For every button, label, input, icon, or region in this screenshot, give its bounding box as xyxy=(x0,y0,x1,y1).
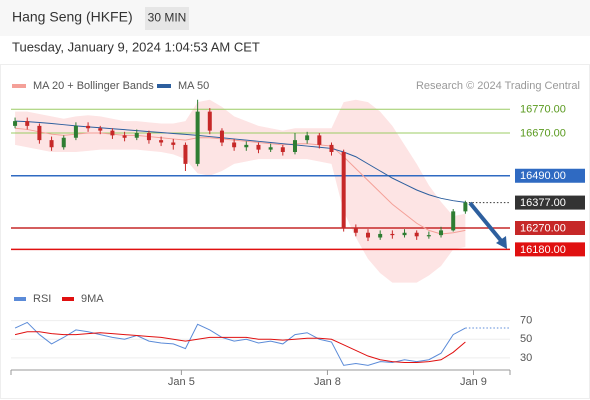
legend-swatch xyxy=(157,84,171,88)
candle-body xyxy=(329,144,334,152)
candle-body xyxy=(134,133,139,138)
legend-label: RSI xyxy=(33,293,51,305)
candle-body xyxy=(159,140,164,143)
header-bar xyxy=(0,0,590,36)
candle-body xyxy=(207,111,212,131)
candle-body xyxy=(292,140,297,152)
level-label: 16180.00 xyxy=(520,244,566,256)
candle-body xyxy=(439,230,444,236)
candle-body xyxy=(378,233,383,238)
x-tick-label: Jan 9 xyxy=(460,376,487,388)
candle-body xyxy=(317,135,322,145)
candle-body xyxy=(268,147,273,150)
legend-swatch xyxy=(14,297,26,301)
candle-body xyxy=(146,133,151,141)
legend-label: MA 20 + Bollinger Bands xyxy=(33,80,154,92)
level-label-box xyxy=(515,168,585,183)
x-tick-label: Jan 5 xyxy=(168,376,195,388)
candle-body xyxy=(426,235,431,237)
level-label-box xyxy=(515,195,585,210)
candle-body xyxy=(402,232,407,236)
candle-body xyxy=(73,125,78,138)
level-label: 16670.00 xyxy=(520,127,566,139)
level-label-box xyxy=(515,242,585,257)
legend-swatch xyxy=(12,84,26,88)
interval[interactable]: 30 MIN xyxy=(148,11,187,25)
candle-body xyxy=(183,144,188,164)
candle-body xyxy=(98,128,103,131)
candle-body xyxy=(280,147,285,152)
ma-line xyxy=(15,127,466,235)
level-label: 16377.00 xyxy=(520,197,566,209)
candle-body xyxy=(195,111,200,164)
candle-body xyxy=(61,137,66,148)
legend-label: MA 50 xyxy=(178,80,209,92)
candle-body xyxy=(232,142,237,148)
rsi-tick-label: 30 xyxy=(520,352,532,364)
level-label: 16490.00 xyxy=(520,170,566,182)
candle-body xyxy=(49,140,54,148)
level-label-box xyxy=(515,221,585,235)
candle-body xyxy=(451,211,456,231)
candle-body xyxy=(256,144,261,150)
candle-body xyxy=(13,121,18,126)
candle-body xyxy=(305,135,310,141)
candle-body xyxy=(110,130,115,136)
copyright: Research © 2024 Trading Central xyxy=(416,80,580,92)
forecast-arrow-head xyxy=(496,236,507,249)
subtitle: Tuesday, January 9, 2024 1:04:53 AM CET xyxy=(12,39,260,54)
x-tick-label: Jan 8 xyxy=(314,376,341,388)
candle-body xyxy=(86,125,91,129)
candle-body xyxy=(25,121,30,126)
candle-body xyxy=(414,232,419,237)
candle-body xyxy=(366,232,371,238)
chart-title: Hang Seng (HKFE) xyxy=(12,9,133,25)
candle-body xyxy=(219,130,224,143)
ma-line xyxy=(15,120,466,203)
frame xyxy=(0,64,590,399)
legend-swatch xyxy=(62,297,74,301)
level-label: 16770.00 xyxy=(520,104,566,116)
bollinger-band xyxy=(15,99,466,283)
rsi-tick-label: 70 xyxy=(520,314,532,326)
candle-body xyxy=(37,125,42,141)
candle-body xyxy=(122,135,127,138)
forecast-arrow xyxy=(468,201,505,245)
rsi-tick-label: 50 xyxy=(520,333,532,345)
rsi-line xyxy=(14,331,466,364)
candle-body xyxy=(463,202,468,212)
rsi-line xyxy=(14,321,466,366)
candle-body xyxy=(171,142,176,145)
candle-body xyxy=(244,144,249,148)
candle-body xyxy=(353,228,358,233)
level-label: 16270.00 xyxy=(520,222,566,234)
interval-box[interactable] xyxy=(145,7,189,30)
candle-body xyxy=(390,233,395,236)
candle-body xyxy=(341,152,346,228)
legend-label: 9MA xyxy=(81,293,104,305)
